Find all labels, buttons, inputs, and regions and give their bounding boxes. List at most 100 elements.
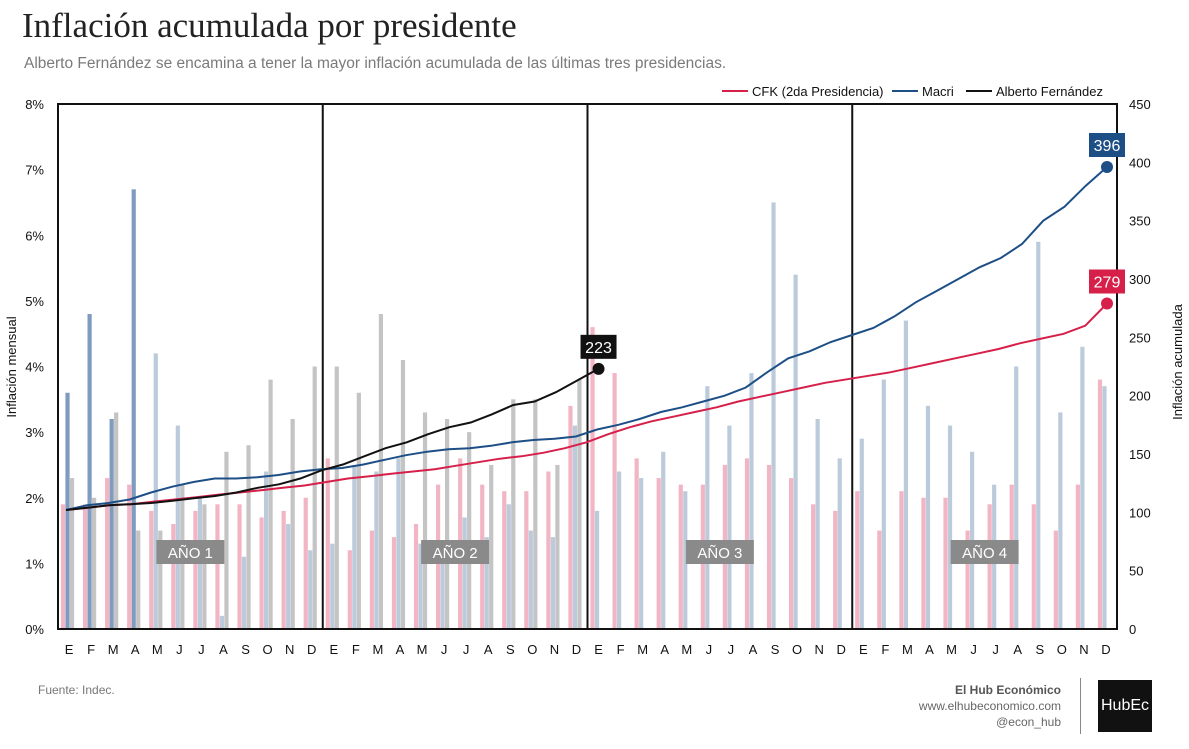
cfk-line-end-label: 279 <box>1094 275 1121 292</box>
x-tick-label: D <box>837 642 846 657</box>
year-label: AÑO 2 <box>433 545 478 562</box>
bar-cfk <box>325 458 330 629</box>
bar-macri <box>749 373 754 629</box>
left-tick-label: 4% <box>25 360 44 375</box>
bar-cfk <box>855 491 860 629</box>
bar-macri <box>727 425 732 629</box>
x-tick-label: O <box>263 642 273 657</box>
bar-cfk <box>171 524 176 629</box>
bar-alberto <box>69 478 75 629</box>
bar-cfk <box>546 471 551 629</box>
alberto-line-end-label: 223 <box>585 340 612 357</box>
bar-macri <box>241 556 247 629</box>
bar-cfk <box>766 464 772 629</box>
chart-title: Inflación acumulada por presidente <box>22 6 517 45</box>
right-tick-label: 450 <box>1129 97 1151 112</box>
brand-handle[interactable]: @econ_hub <box>996 715 1061 729</box>
bar-cfk <box>1053 530 1058 629</box>
bar-cfk <box>811 504 816 629</box>
bar-cfk <box>965 530 970 629</box>
x-tick-label: M <box>902 642 913 657</box>
brand-url[interactable]: www.elhubeconomico.com <box>918 699 1061 713</box>
bar-macri <box>925 405 931 629</box>
bar-cfk <box>899 491 904 629</box>
left-tick-label: 5% <box>25 294 44 309</box>
x-tick-label: S <box>241 642 250 657</box>
x-tick-label: N <box>285 642 294 657</box>
bar-macri <box>131 189 136 629</box>
bar-macri <box>1014 366 1019 629</box>
x-tick-label: M <box>681 642 692 657</box>
bar-cfk <box>1097 379 1103 629</box>
x-tick-label: A <box>219 642 228 657</box>
x-tick-label: J <box>463 642 470 657</box>
x-tick-label: J <box>970 642 977 657</box>
source-note: Fuente: Indec. <box>38 683 115 697</box>
macri-line-end-label: 396 <box>1094 138 1121 155</box>
x-tick-label: E <box>594 642 603 657</box>
x-tick-label: M <box>372 642 383 657</box>
x-tick-label: F <box>617 642 625 657</box>
x-tick-label: J <box>441 642 448 657</box>
bar-cfk <box>877 530 882 629</box>
bar-cfk <box>612 373 617 629</box>
bar-alberto <box>334 366 339 629</box>
bar-macri <box>550 537 556 629</box>
y-axis-right-title: Inflación acumulada <box>1170 303 1185 419</box>
right-tick-label: 100 <box>1129 505 1151 520</box>
bar-alberto <box>290 419 295 629</box>
bar-cfk <box>1031 504 1036 629</box>
x-tick-label: J <box>176 642 183 657</box>
brand-block: El Hub Económico www.elhubeconomico.com … <box>919 682 1061 730</box>
x-tick-label: A <box>131 642 140 657</box>
macri-line-end-label-box <box>1089 133 1125 157</box>
bar-macri <box>1058 412 1063 629</box>
bar-macri <box>903 320 909 629</box>
bar-alberto <box>356 392 361 629</box>
x-tick-label: D <box>572 642 581 657</box>
bar-alberto <box>577 379 582 629</box>
left-tick-label: 1% <box>25 556 44 571</box>
bar-cfk <box>921 497 926 629</box>
bar-macri <box>859 438 864 629</box>
x-tick-label: E <box>329 642 338 657</box>
left-tick-label: 8% <box>25 97 44 112</box>
bar-alberto <box>533 399 538 629</box>
bar-macri <box>793 274 798 629</box>
bar-cfk <box>987 504 992 629</box>
bar-macri <box>639 478 644 629</box>
left-tick-label: 6% <box>25 228 44 243</box>
bar-cfk <box>1075 484 1081 629</box>
left-tick-label: 3% <box>25 425 44 440</box>
bar-macri <box>661 451 666 629</box>
x-tick-label: A <box>660 642 669 657</box>
bar-macri <box>528 530 533 629</box>
bar-cfk <box>237 504 242 629</box>
right-tick-label: 0 <box>1129 622 1136 637</box>
bar-cfk <box>568 405 573 629</box>
cfk-line-end-dot <box>1101 297 1113 310</box>
x-tick-label: S <box>771 642 780 657</box>
x-tick-label: E <box>859 642 868 657</box>
bar-alberto <box>246 445 251 629</box>
bar-cfk <box>524 491 529 629</box>
bar-cfk <box>413 524 419 629</box>
bar-cfk <box>303 497 308 629</box>
bar-alberto <box>511 399 516 629</box>
x-tick-label: M <box>152 642 163 657</box>
bar-macri <box>330 543 335 629</box>
bar-cfk <box>259 517 264 629</box>
bar-cfk <box>215 504 220 629</box>
right-tick-label: 350 <box>1129 214 1151 229</box>
x-tick-label: F <box>87 642 95 657</box>
bar-cfk <box>502 491 507 629</box>
bar-cfk <box>82 504 88 629</box>
bar-cfk <box>281 510 286 629</box>
bar-alberto <box>114 412 119 629</box>
x-tick-label: N <box>1079 642 1088 657</box>
bar-macri <box>594 510 600 629</box>
bar-macri <box>219 615 225 629</box>
bar-macri <box>837 458 842 629</box>
x-tick-label: F <box>352 642 360 657</box>
bar-cfk <box>590 327 595 629</box>
